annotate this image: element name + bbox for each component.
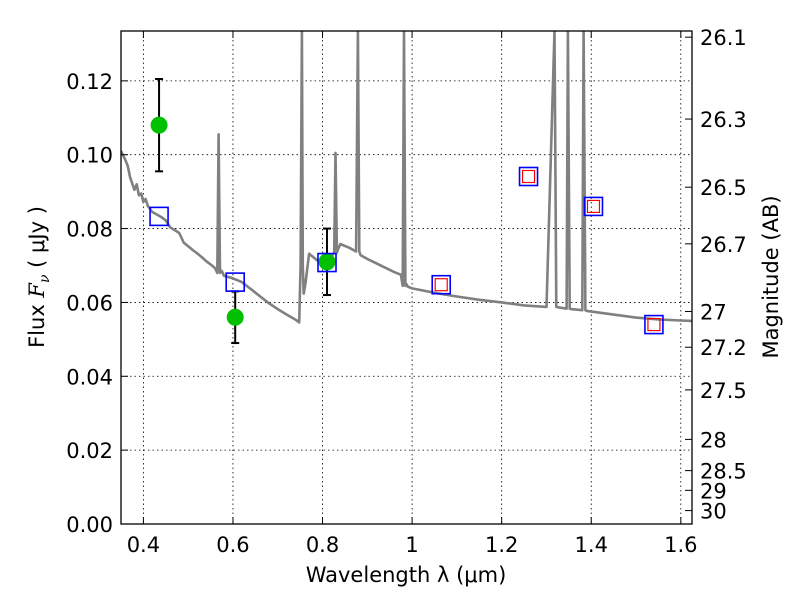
- y2-tick-label: 27.2: [700, 336, 747, 360]
- model-square: [518, 166, 539, 187]
- observed-point: [150, 116, 168, 134]
- grid-lines: [121, 31, 692, 525]
- y2-tick-label: 26.1: [700, 26, 747, 50]
- spectrum-layer: [121, 31, 692, 324]
- y-tick-label: 0.02: [66, 439, 113, 463]
- y2-tick-label: 27: [700, 300, 727, 324]
- y2-tick-label: 29: [700, 479, 727, 503]
- y-axis-label: Flux Fν ( μJy ): [25, 206, 53, 348]
- y-tick-label: 0.06: [66, 291, 113, 315]
- x-tick-label: 1: [405, 533, 418, 557]
- model-square: [583, 196, 604, 217]
- x-tick-label: 0.6: [216, 533, 249, 557]
- y2-tick-label: 28: [700, 428, 727, 452]
- marker-layer: [149, 78, 664, 345]
- x-axis-label: Wavelength λ (μm): [306, 563, 507, 587]
- model-square: [149, 206, 169, 227]
- x-tick-label: 0.8: [306, 533, 339, 557]
- x-tick-label: 1.4: [575, 533, 608, 557]
- observed-point: [226, 308, 244, 326]
- y-tick-label: 0.00: [66, 513, 113, 537]
- spectrum-line: [121, 31, 692, 324]
- y2-tick-label: 30: [700, 500, 727, 524]
- y-tick-label: 0.12: [66, 70, 113, 94]
- y2-tick-label: 26.3: [700, 108, 747, 132]
- y2-tick-label: 28.5: [700, 460, 747, 484]
- model-square: [431, 274, 452, 295]
- y2-tick-label: 26.7: [700, 233, 747, 257]
- y-tick-label: 0.04: [66, 365, 113, 389]
- model-square-inner: [521, 169, 536, 184]
- y2-tick-label: 27.5: [700, 379, 747, 403]
- model-square: [317, 252, 337, 273]
- y-tick-label: 0.08: [66, 218, 113, 242]
- model-square-inner: [647, 317, 661, 332]
- model-square: [225, 272, 245, 292]
- observed-point: [318, 253, 336, 271]
- y-tick-label: 0.10: [66, 144, 113, 168]
- y2-tick-label: 26.5: [700, 176, 747, 200]
- model-square: [644, 314, 664, 335]
- x-tick-label: 1.2: [485, 533, 518, 557]
- x-tick-label: 1.6: [664, 533, 697, 557]
- tick-layer: 0.4 0.6 0.8 1 1.2 1.4 1.6 0.00 0.02 0.04 0.06 0.08 0…: [66, 26, 747, 557]
- y2-axis-label: Magnitude (AB): [759, 195, 783, 358]
- x-tick-label: 0.4: [127, 533, 160, 557]
- model-square-inner: [586, 199, 601, 214]
- plot-frame: [120, 30, 693, 525]
- model-square-inner: [434, 278, 448, 292]
